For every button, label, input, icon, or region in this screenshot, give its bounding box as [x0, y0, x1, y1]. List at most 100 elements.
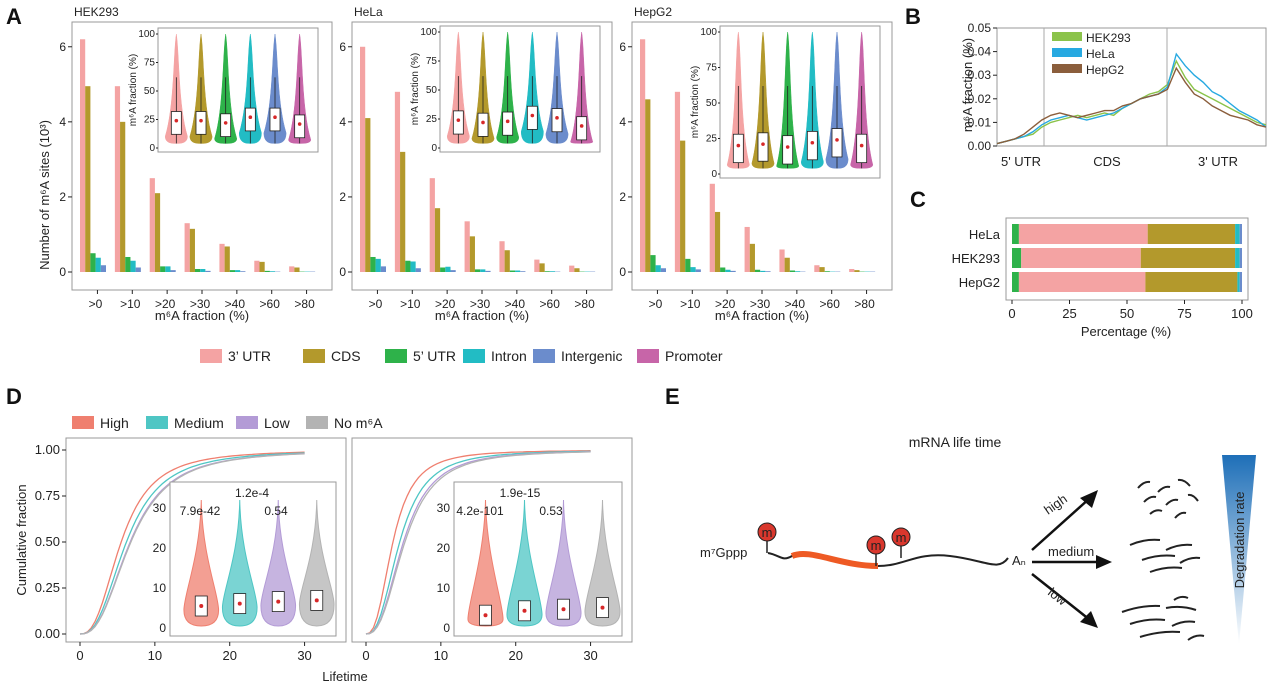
panel-d-xtick-label-0-1: 10	[148, 648, 162, 663]
legend-d-swatch-0	[72, 416, 94, 429]
panel-d-ytick-label-2: 0.50	[35, 534, 60, 549]
panel-d-violin-0-No m6A	[298, 499, 335, 627]
panel-b-legend-swatch-2	[1052, 64, 1082, 73]
bar-HEK293->80-3' UTR	[289, 266, 295, 272]
arrow-medium-label: medium	[1048, 544, 1094, 559]
violin-mean-2-4	[835, 138, 839, 142]
bar-HepG2->0-5' UTR	[650, 255, 656, 272]
bar-HepG2->0-Intron	[655, 265, 661, 272]
panel-d-xlabel: Lifetime	[322, 669, 368, 684]
panel-d-violin-1-No m6A	[584, 499, 621, 627]
panel-a-xlabel-1-4: >40	[505, 297, 526, 311]
bar-HEK293->40-Intron	[235, 270, 241, 272]
bar-HEK293->30-Intergenic	[205, 270, 211, 272]
panel-d-xtick-label-1-0: 0	[362, 648, 369, 663]
bar-HEK293->40-5' UTR	[229, 270, 236, 272]
violin-mean-2-1	[761, 142, 765, 146]
panel-b-legend-label-1: HeLa	[1086, 47, 1115, 61]
bar-HeLa->40-Intergenic	[520, 271, 526, 272]
violin-mean-2-2	[785, 145, 790, 149]
panel-a-xlabel-2: m⁶A fraction (%)	[715, 308, 809, 323]
bar-HeLa->30-3' UTR	[464, 221, 470, 272]
bar-HeLa->30-Intron	[480, 269, 486, 272]
bar-HEK293->10-Intergenic	[135, 267, 141, 272]
rna-fragment-0	[1137, 480, 1151, 489]
panel-a-xlabel-1-5: >60	[540, 297, 561, 311]
violin-mean-1-3	[530, 113, 535, 118]
panel-c-bar-HepG2-3' UTR	[1018, 272, 1146, 292]
rna-fragment-12	[1149, 566, 1183, 573]
panel-e-title: mRNA life time	[909, 434, 1002, 450]
panel-a-xlabel-1: m⁶A fraction (%)	[435, 308, 529, 323]
bar-HeLa->20-Intergenic	[450, 270, 456, 272]
rna-fragment-2	[1177, 478, 1191, 487]
panel-d-pvalue-1-2: 0.53	[539, 504, 563, 518]
bar-HepG2->0-3' UTR	[640, 39, 646, 273]
inset-ytick-2-4: 100	[700, 27, 717, 38]
panel-b-region-3utr: 3' UTR	[1198, 154, 1238, 169]
bar-HeLa->40-CDS	[504, 250, 510, 272]
rna-fragment-16	[1171, 620, 1196, 627]
rna-fragment-14	[1165, 605, 1197, 611]
panel-b-legend-label-0: HEK293	[1086, 31, 1131, 45]
bar-HeLa->60-5' UTR	[544, 271, 550, 272]
panel-d-cdf-1-Medium	[365, 450, 591, 635]
panel-d-violin-0-Medium	[221, 499, 258, 627]
panel-d-legend: High Medium Low No m⁶A	[72, 415, 383, 431]
arrow-high	[1031, 497, 1091, 551]
legend-d-label-0: High	[100, 415, 129, 431]
panel-a-xlabel-2-2: >20	[715, 297, 736, 311]
panel-a-xlabel-0-4: >40	[225, 297, 246, 311]
bar-HEK293->30-3' UTR	[184, 223, 190, 272]
legend-a-label-2: 5’ UTR	[413, 348, 456, 364]
panel-d-violin-0-High	[183, 499, 220, 627]
panel-a-ytick-label-1-2: 4	[339, 115, 346, 129]
bar-HeLa->40-5' UTR	[509, 270, 516, 272]
panel-c-xtick-label-0: 0	[1008, 306, 1015, 321]
legend-a-label-4: Intergenic	[561, 348, 622, 364]
panel-b-ylabel: m⁶A fraction (%)	[960, 38, 975, 132]
panel-d-cdf-0-High	[79, 451, 305, 635]
panel-d-pvalue-0-0: 7.9e-42	[180, 504, 221, 518]
violin-box-0-0	[170, 111, 182, 135]
panel-c-xlabel: Percentage (%)	[1081, 324, 1171, 339]
panel-a-xlabel-2-1: >10	[680, 297, 701, 311]
panel-d-pvalue-1-0: 4.2e-101	[456, 504, 504, 518]
violin-box-1-4	[551, 108, 563, 133]
bar-HeLa->30-Intergenic	[485, 270, 491, 272]
bar-HeLa->60-CDS	[539, 263, 545, 272]
panel-d-violin-mean-0-1	[237, 601, 242, 606]
bar-HeLa->60-Intron	[549, 271, 556, 272]
violin-mean-0-2	[223, 121, 228, 125]
panel-d-violin-mean-1-1	[522, 608, 527, 613]
panel-d-frame-1	[351, 437, 633, 643]
bar-HeLa->0-3' UTR	[360, 46, 366, 273]
panel-label-b: B	[905, 4, 921, 29]
panel-c-bar-HEK293-Intron	[1235, 248, 1240, 268]
legend-a-label-5: Promoter	[665, 348, 723, 364]
bar-HepG2->10-Intron	[690, 267, 696, 272]
bar-HepG2->20-CDS	[714, 211, 721, 272]
panel-d-inset-ytick-0-1: 10	[153, 581, 167, 595]
legend-a-label-3: Intron	[491, 348, 527, 364]
panel-c-bar-HEK293-5' UTR	[1012, 248, 1022, 268]
bar-HEK293->10-5' UTR	[125, 256, 131, 272]
violin-mean-1-5	[579, 124, 584, 128]
panel-b-line-HEK293	[996, 59, 1267, 145]
panel-a-ytick-label-0-2: 4	[59, 115, 66, 129]
legend-a-label-1: CDS	[331, 348, 361, 364]
inset-ytick-1-0: 0	[431, 143, 437, 154]
panel-d-ytick-label-3: 0.75	[35, 488, 60, 503]
bar-HepG2->20-Intergenic	[730, 270, 736, 272]
panel-c-bar-HEK293-Intergenic	[1239, 248, 1242, 268]
rna-fragment-10	[1141, 554, 1176, 561]
bar-HeLa->40-3' UTR	[499, 241, 505, 272]
violin-mean-0-3	[248, 115, 253, 120]
degradation-gradient	[1222, 455, 1256, 645]
legend-d-label-1: Medium	[174, 415, 224, 431]
inset-ytick-1-1: 25	[426, 114, 438, 125]
bar-HepG2->20-5' UTR	[720, 267, 726, 272]
panel-c-bar-HeLa-Intron	[1235, 224, 1240, 244]
cap-label: m⁷Gppp	[700, 545, 747, 560]
bar-HEK293->30-Intron	[200, 268, 206, 272]
